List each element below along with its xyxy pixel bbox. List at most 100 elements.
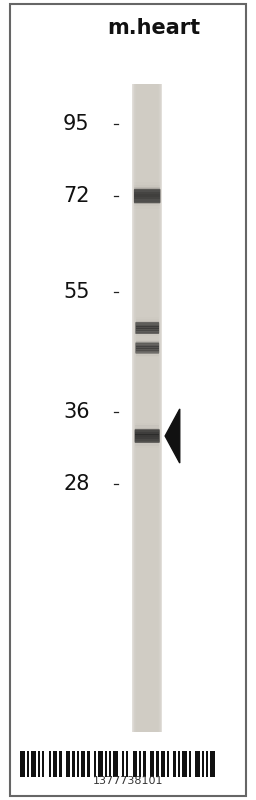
Bar	[66, 751, 70, 777]
Bar	[134, 84, 160, 732]
Bar	[135, 419, 159, 421]
Bar	[201, 751, 204, 777]
Bar	[136, 339, 159, 342]
Bar	[134, 202, 160, 204]
Bar	[135, 421, 159, 423]
Bar	[189, 751, 191, 777]
Bar	[133, 84, 162, 732]
Bar	[134, 211, 160, 214]
Bar	[137, 84, 157, 732]
Bar	[81, 751, 86, 777]
Bar	[134, 178, 160, 180]
Bar	[136, 350, 159, 352]
Bar	[135, 430, 159, 432]
Bar	[53, 751, 57, 777]
Text: 72: 72	[63, 186, 90, 206]
Bar	[136, 328, 159, 330]
Bar	[136, 334, 159, 336]
Bar	[20, 751, 25, 777]
Bar	[136, 358, 159, 361]
Bar	[134, 190, 160, 192]
Bar	[134, 199, 160, 202]
FancyBboxPatch shape	[10, 4, 246, 796]
FancyBboxPatch shape	[135, 429, 160, 443]
Bar	[182, 751, 187, 777]
Bar	[139, 84, 155, 732]
Bar	[136, 321, 159, 323]
Text: 1377738101: 1377738101	[93, 776, 163, 786]
Bar	[113, 751, 118, 777]
Text: m.heart: m.heart	[107, 18, 200, 38]
Bar	[195, 751, 199, 777]
Text: 36: 36	[63, 402, 90, 422]
Bar	[59, 751, 62, 777]
Bar	[126, 751, 129, 777]
Bar	[135, 84, 159, 732]
Bar	[136, 346, 159, 349]
Bar	[135, 84, 159, 732]
Bar	[167, 751, 169, 777]
Bar	[109, 751, 111, 777]
Bar	[133, 84, 161, 732]
Bar	[136, 84, 158, 732]
Bar	[136, 354, 159, 356]
Bar	[136, 319, 159, 322]
Bar	[136, 314, 159, 316]
Bar	[135, 434, 159, 437]
Bar	[136, 348, 159, 350]
Bar	[136, 338, 159, 340]
Bar	[210, 751, 215, 777]
Bar	[138, 84, 156, 732]
Bar	[134, 209, 160, 211]
Text: 95: 95	[63, 114, 90, 134]
Bar	[136, 84, 158, 732]
Bar	[135, 423, 159, 426]
Bar	[136, 351, 159, 354]
FancyBboxPatch shape	[135, 342, 159, 354]
Bar	[105, 751, 107, 777]
FancyBboxPatch shape	[135, 322, 159, 334]
Bar	[77, 751, 79, 777]
Bar	[136, 317, 159, 319]
Bar	[135, 432, 159, 434]
Bar	[94, 751, 96, 777]
Bar	[135, 437, 159, 439]
Bar	[136, 84, 158, 732]
Bar	[138, 84, 157, 732]
Bar	[88, 751, 90, 777]
Bar	[134, 197, 160, 199]
Bar	[133, 84, 162, 732]
Bar	[98, 751, 103, 777]
Bar	[135, 426, 159, 428]
Bar	[139, 751, 141, 777]
Bar	[156, 751, 158, 777]
Bar	[134, 84, 161, 732]
Bar	[134, 206, 160, 209]
Bar	[135, 441, 159, 443]
Bar	[134, 192, 160, 194]
Bar	[134, 185, 160, 187]
Bar	[134, 84, 161, 732]
Bar	[134, 84, 160, 732]
Bar	[138, 84, 156, 732]
Bar	[136, 342, 159, 344]
Bar	[133, 751, 137, 777]
Text: 55: 55	[63, 282, 90, 302]
Bar	[134, 187, 160, 190]
Bar	[136, 332, 159, 334]
Bar	[135, 448, 159, 450]
Bar	[206, 751, 208, 777]
FancyBboxPatch shape	[134, 189, 161, 203]
Bar	[178, 751, 180, 777]
Bar	[136, 322, 159, 325]
Polygon shape	[165, 409, 180, 463]
Bar	[136, 336, 159, 338]
Bar	[134, 180, 160, 182]
Bar	[136, 355, 159, 358]
Bar	[136, 339, 159, 342]
Bar	[72, 751, 74, 777]
Bar	[136, 357, 159, 359]
Bar	[31, 751, 36, 777]
Bar	[138, 84, 157, 732]
Bar	[135, 446, 159, 448]
